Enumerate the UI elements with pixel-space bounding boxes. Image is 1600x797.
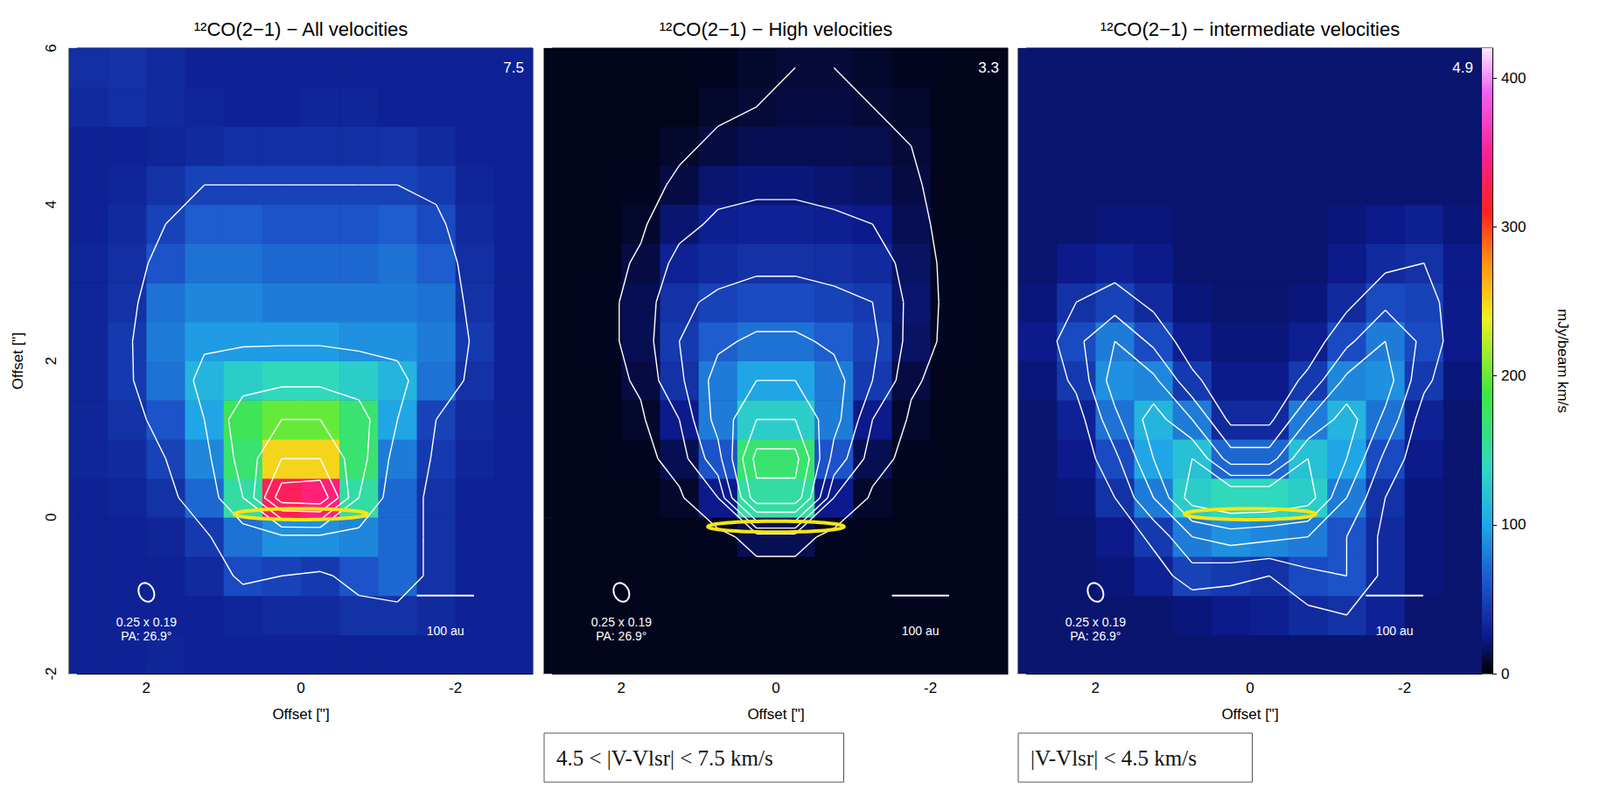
svg-text:|V-Vlsr| < 4.5 km/s: |V-Vlsr| < 4.5 km/s	[1030, 746, 1197, 770]
svg-text:-2: -2	[448, 679, 462, 697]
svg-text:0: 0	[771, 679, 780, 697]
svg-text:0: 0	[42, 513, 60, 522]
svg-text:100 au: 100 au	[901, 623, 940, 638]
svg-text:-2: -2	[923, 679, 937, 697]
svg-text:4.5 < |V-Vlsr| < 7.5 km/s: 4.5 < |V-Vlsr| < 7.5 km/s	[556, 746, 774, 770]
svg-text:¹²CO(2−1) − All velocities: ¹²CO(2−1) − All velocities	[194, 18, 409, 41]
svg-text:7.5: 7.5	[503, 59, 525, 77]
svg-text:3.3: 3.3	[978, 59, 1000, 77]
svg-text:100 au: 100 au	[1376, 623, 1414, 638]
svg-text:0: 0	[1245, 679, 1254, 697]
svg-text:Offset ["]: Offset ["]	[9, 332, 27, 390]
svg-text:400: 400	[1501, 69, 1526, 87]
svg-text:-2: -2	[42, 666, 60, 680]
svg-text:PA: 26.9°: PA: 26.9°	[1069, 628, 1121, 643]
svg-text:0: 0	[1501, 665, 1510, 683]
svg-text:300: 300	[1501, 218, 1526, 236]
svg-text:2: 2	[1091, 679, 1100, 697]
svg-text:PA: 26.9°: PA: 26.9°	[595, 628, 647, 643]
svg-text:0.25 x 0.19: 0.25 x 0.19	[1065, 614, 1126, 629]
svg-text:¹²CO(2−1) − intermediate veloc: ¹²CO(2−1) − intermediate velocities	[1100, 18, 1400, 41]
svg-text:100: 100	[1501, 516, 1526, 533]
svg-text:2: 2	[617, 679, 626, 697]
svg-text:Offset ["]: Offset ["]	[1221, 705, 1279, 723]
svg-text:¹²CO(2−1) − High velocities: ¹²CO(2−1) − High velocities	[659, 18, 894, 41]
svg-text:Offset ["]: Offset ["]	[272, 705, 329, 723]
svg-text:0.25 x 0.19: 0.25 x 0.19	[116, 614, 177, 629]
svg-text:100 au: 100 au	[426, 623, 465, 638]
svg-text:6: 6	[42, 43, 60, 52]
svg-text:200: 200	[1501, 367, 1526, 385]
svg-text:4.9: 4.9	[1452, 59, 1474, 77]
svg-text:4: 4	[42, 200, 60, 209]
svg-text:2: 2	[42, 356, 60, 365]
svg-text:2: 2	[142, 679, 151, 697]
svg-text:-2: -2	[1397, 679, 1412, 697]
svg-text:mJy/beam km/s: mJy/beam km/s	[1554, 308, 1572, 413]
svg-text:Offset ["]: Offset ["]	[747, 705, 804, 723]
svg-text:0.25 x 0.19: 0.25 x 0.19	[591, 614, 652, 629]
svg-text:PA: 26.9°: PA: 26.9°	[120, 628, 172, 643]
svg-text:0: 0	[296, 679, 305, 697]
